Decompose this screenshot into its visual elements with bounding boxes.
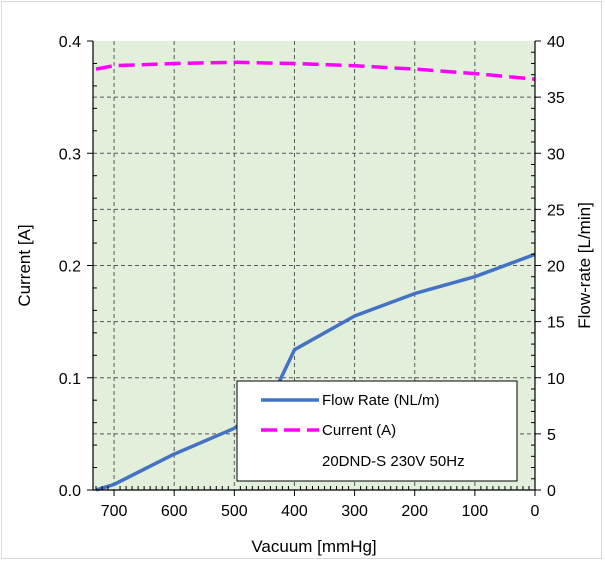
x-tick-label: 600 xyxy=(161,503,188,520)
y-left-tick-label: 0.2 xyxy=(59,259,81,276)
legend-label-current: Current (A) xyxy=(322,422,396,439)
x-tick-label: 400 xyxy=(281,503,308,520)
y-right-tick-label: 10 xyxy=(547,371,565,388)
series-line-flow-rate xyxy=(95,252,536,492)
x-tick-label: 100 xyxy=(462,503,489,520)
y-right-tick-label: 40 xyxy=(547,34,565,51)
axes xyxy=(87,40,541,496)
y-right-tick-label: 35 xyxy=(547,90,565,107)
x-tick-label: 300 xyxy=(341,503,368,520)
x-tick-label: 0 xyxy=(531,503,540,520)
y-right-tick-label: 25 xyxy=(547,202,565,219)
y-left-tick-label: 0.1 xyxy=(59,371,81,388)
y-right-tick-label: 15 xyxy=(547,315,565,332)
x-axis-label: Vacuum [mmHg] xyxy=(251,537,376,556)
legend-label-flow-rate: Flow Rate (NL/m) xyxy=(322,392,440,409)
y-axis-left-label: Current [A] xyxy=(15,224,34,306)
legend-note: 20DND-S 230V 50Hz xyxy=(322,453,465,470)
y-right-tick-label: 5 xyxy=(547,427,556,444)
legend: Flow Rate (NL/m) Current (A) 20DND-S 230… xyxy=(236,380,518,482)
y-right-tick-label: 0 xyxy=(547,483,556,500)
y-left-tick-label: 0.0 xyxy=(59,483,81,500)
series-line-current xyxy=(95,60,536,81)
y-right-tick-label: 20 xyxy=(547,259,565,276)
y-right-tick-label: 30 xyxy=(547,146,565,163)
tick-labels: 700 600 500 400 300 200 100 00 5 10 15 20 25 30 35 40 0.… xyxy=(59,34,565,520)
y-left-tick-label: 0.3 xyxy=(59,146,81,163)
x-tick-label: 200 xyxy=(401,503,428,520)
y-left-tick-label: 0.4 xyxy=(59,34,81,51)
legend-box xyxy=(236,380,518,482)
x-tick-label: 700 xyxy=(101,503,128,520)
grid xyxy=(93,41,535,490)
series-layer xyxy=(95,60,536,492)
y-axis-right-label: Flow-rate [L/min] xyxy=(575,202,594,329)
x-tick-label: 500 xyxy=(221,503,248,520)
